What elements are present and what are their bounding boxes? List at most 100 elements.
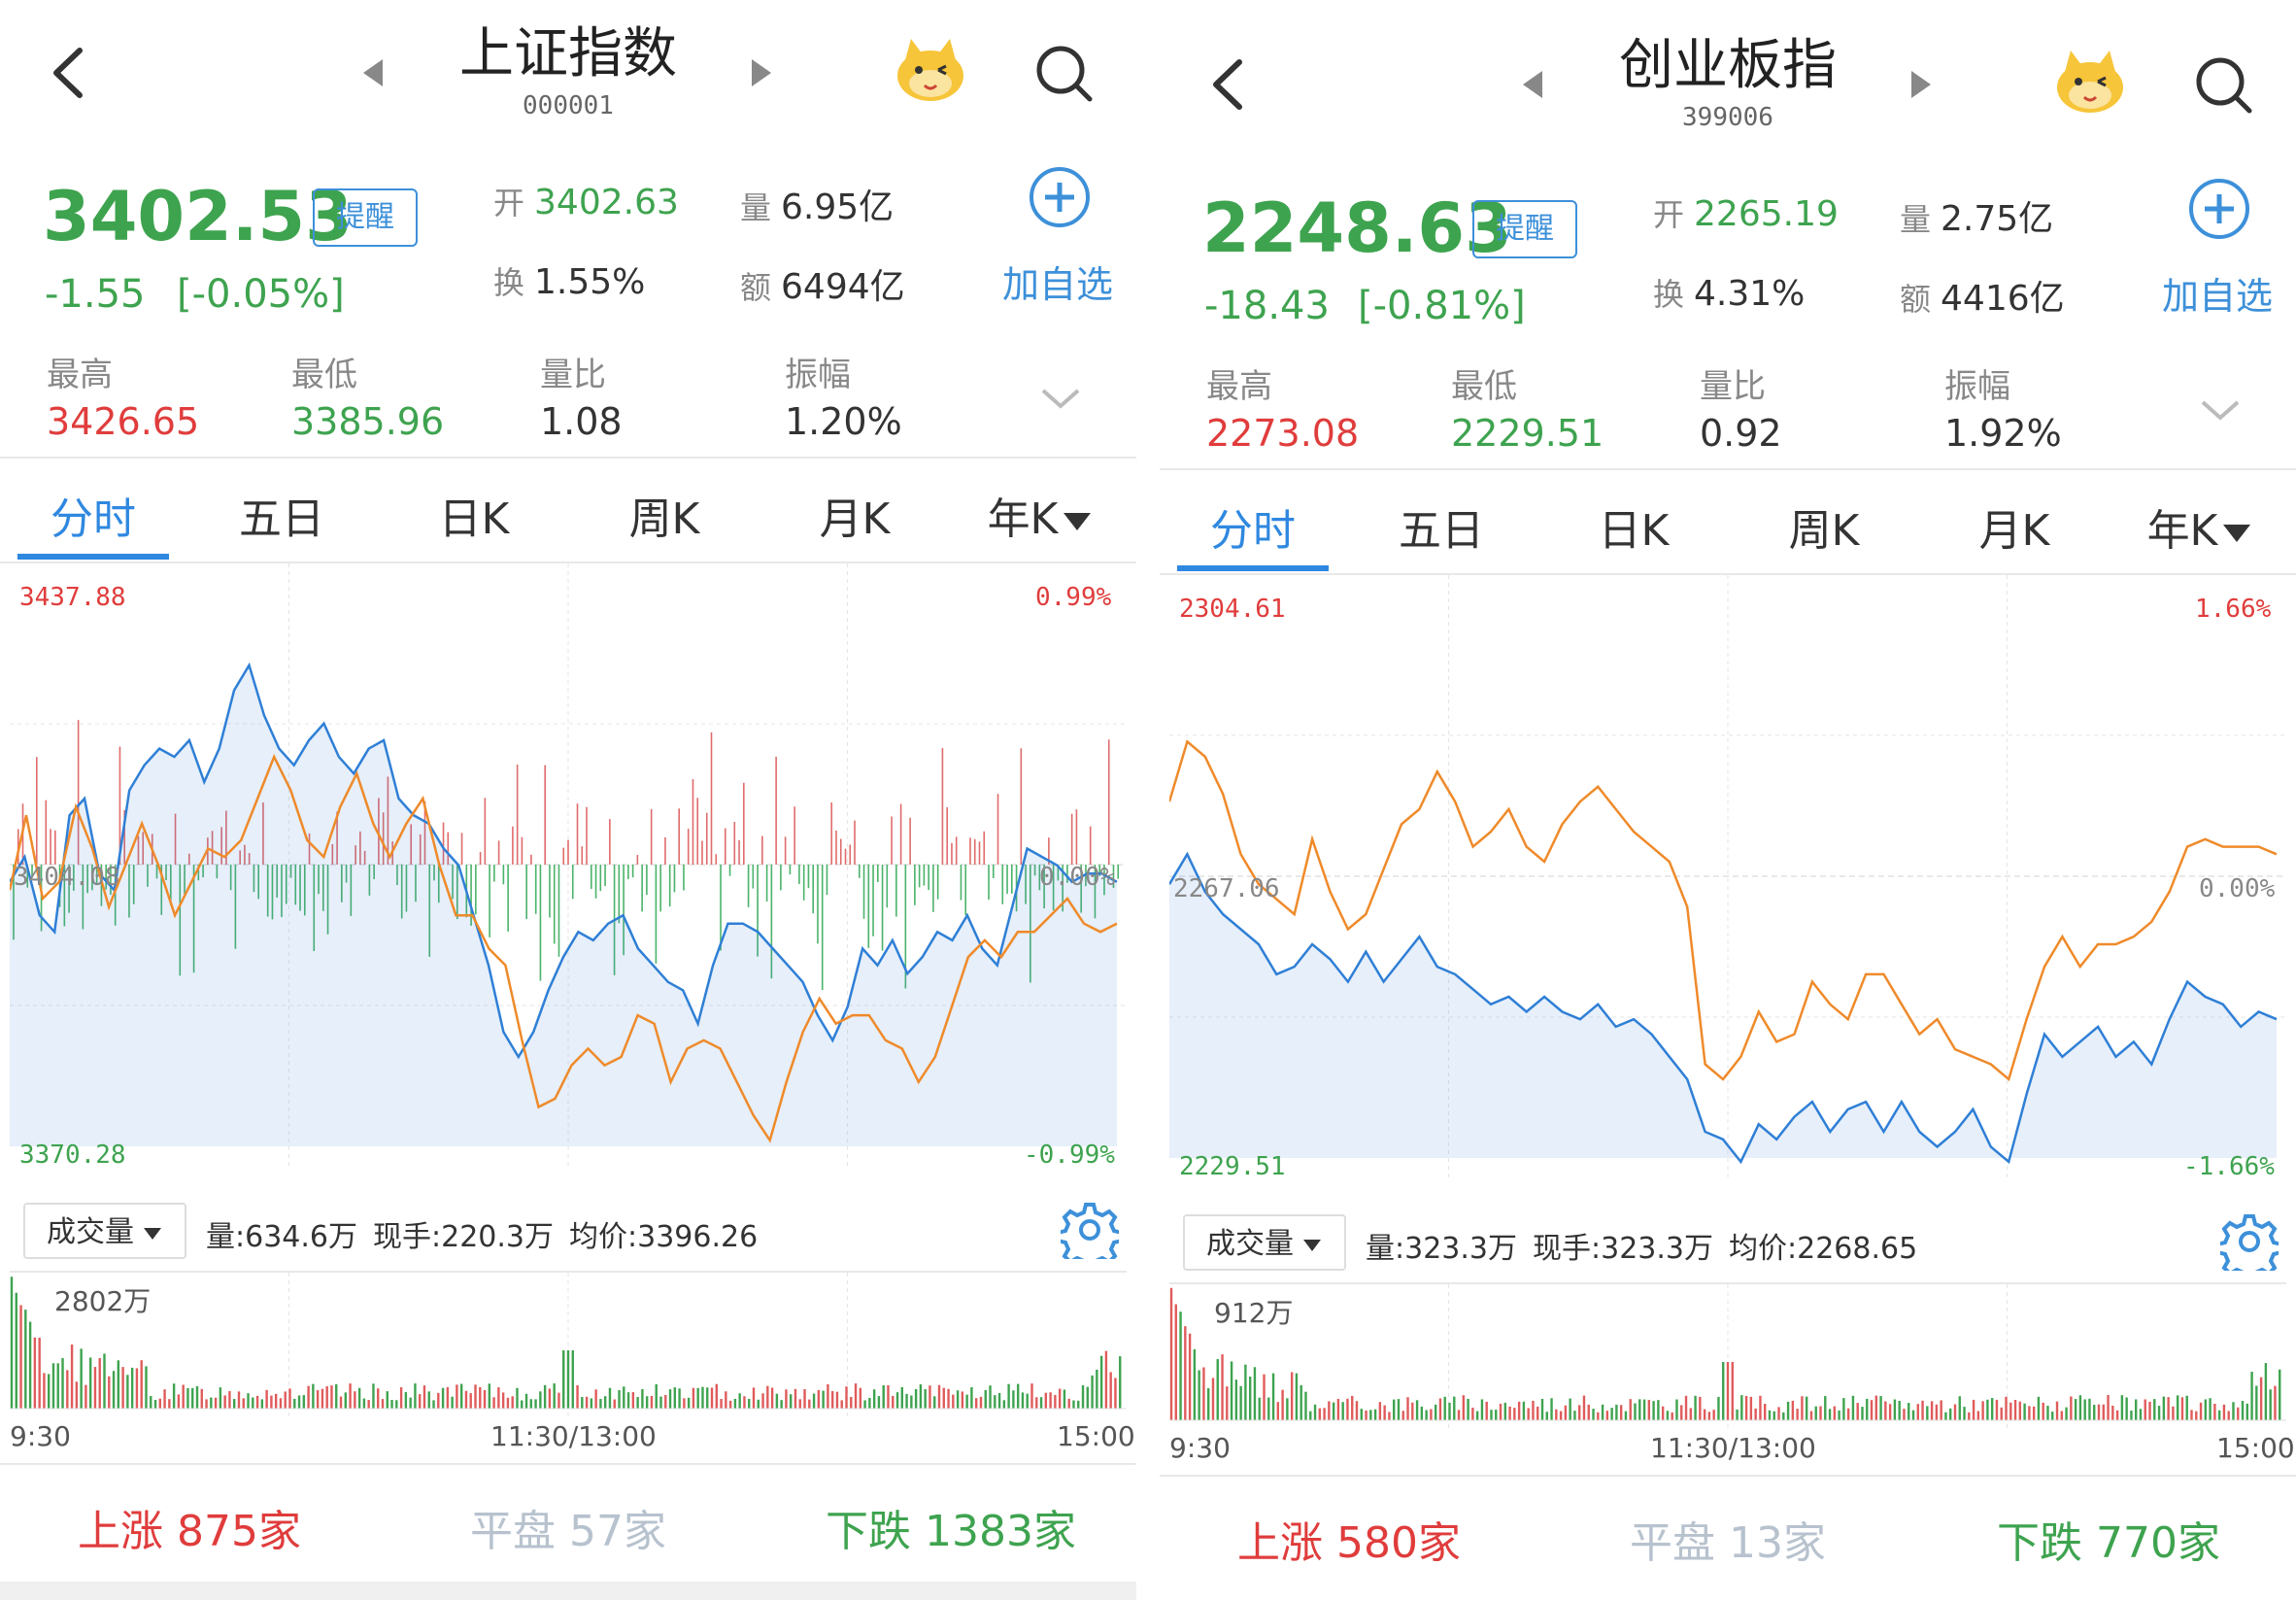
tab-weekly-k[interactable]: 周K [628, 494, 700, 544]
indicator-select[interactable]: 成交量 [1183, 1214, 1346, 1271]
volume-max-label: 2802万 [54, 1285, 152, 1317]
index-title: 创业板指 [1619, 34, 1837, 97]
y-axis-low-label: 2229.51 [1179, 1152, 1286, 1181]
chevron-down-icon[interactable] [1031, 379, 1090, 418]
remind-button[interactable]: 提醒 [313, 188, 418, 247]
advancers-count: 580家 [1336, 1518, 1461, 1568]
index-title: 上证指数 [459, 22, 677, 85]
tab-intraday[interactable]: 分时 [51, 494, 136, 544]
pct-mid-label: 0.00% [1039, 863, 1116, 892]
volume-value: 2.75亿 [1941, 199, 2054, 239]
dropdown-triangle-icon [144, 1227, 161, 1240]
amount-value: 6494亿 [781, 267, 905, 307]
divider [0, 1463, 1136, 1465]
advancers: 上涨 875家 [78, 1496, 301, 1558]
advancers-label: 上涨 [1237, 1518, 1323, 1568]
gear-icon[interactable] [2220, 1212, 2279, 1271]
high-label: 最高 [1206, 367, 1272, 406]
search-icon[interactable] [2191, 52, 2255, 117]
tab-intraday[interactable]: 分时 [1210, 506, 1296, 556]
tab-daily-k[interactable]: 日K [438, 494, 510, 544]
current-price: 3402.53 [43, 177, 353, 256]
amplitude-value: 1.20% [785, 400, 902, 443]
price-change: -18.43 [1204, 284, 1330, 328]
tab-monthly-k[interactable]: 月K [1978, 506, 2050, 556]
dropdown-triangle-icon [1303, 1239, 1321, 1251]
next-index-icon[interactable] [748, 53, 777, 92]
volume-chart [10, 1273, 1127, 1418]
tab-five-day[interactable]: 五日 [239, 494, 324, 544]
indicator-select-label: 成交量 [47, 1215, 134, 1249]
low-value: 3385.96 [291, 400, 445, 443]
pct-high-label: 1.66% [2195, 595, 2272, 624]
advancers: 上涨 580家 [1237, 1508, 1461, 1570]
amount-value: 4416亿 [1941, 279, 2065, 319]
panel-gap [1136, 0, 1160, 1600]
decliners: 下跌 1383家 [826, 1496, 1076, 1558]
decliners-label: 下跌 [826, 1507, 911, 1556]
divider [1160, 573, 2296, 575]
tab-yearly-k[interactable]: 年K [2111, 495, 2286, 558]
divider [1160, 468, 2296, 470]
prev-index-icon[interactable] [357, 53, 387, 92]
chevron-down-icon[interactable] [2191, 391, 2249, 429]
y-axis-high-label: 3437.88 [19, 583, 126, 612]
pct-mid-label: 0.00% [2199, 874, 2276, 903]
tab-monthly-k[interactable]: 月K [819, 494, 891, 544]
pct-low-label: -1.66% [2183, 1152, 2275, 1181]
advancers-count: 875家 [177, 1507, 301, 1556]
amplitude-label: 振幅 [785, 356, 851, 394]
mascot-icon[interactable] [892, 29, 969, 107]
price-change-pct: [-0.81%] [1358, 284, 1526, 328]
remind-button[interactable]: 提醒 [1472, 200, 1577, 258]
tab-five-day[interactable]: 五日 [1399, 506, 1484, 556]
tab-weekly-k[interactable]: 周K [1788, 506, 1860, 556]
volume-ratio-label: 量比 [1700, 367, 1766, 406]
add-watchlist-button[interactable]: 加自选 [2162, 275, 2274, 318]
add-watchlist-icon[interactable] [2187, 177, 2251, 241]
add-watchlist-icon[interactable] [1028, 165, 1092, 229]
unchanged: 平盘 57家 [470, 1496, 666, 1558]
comparison-line [10, 754, 1118, 1143]
price-area-fill [1169, 854, 2277, 1162]
open-value: 2265.19 [1694, 194, 1839, 234]
advancers-label: 上涨 [78, 1507, 163, 1556]
volume-label: 量 [740, 189, 772, 226]
volume-label: 量 [1900, 201, 1932, 238]
intraday-price-chart [1169, 575, 2286, 1181]
time-open-label: 9:30 [1169, 1432, 1231, 1464]
turnover-field: 换 4.31% [1653, 270, 1805, 315]
volume-ratio-value: 1.08 [540, 400, 623, 443]
open-value: 3402.63 [534, 183, 679, 222]
time-mid-label: 11:30/13:00 [1650, 1432, 1816, 1464]
add-watchlist-button[interactable]: 加自选 [1002, 263, 1114, 306]
tab-yearly-k[interactable]: 年K [952, 484, 1127, 546]
indicator-select-label: 成交量 [1206, 1227, 1294, 1261]
vol-info-avg: 均价:2268.65 [1729, 1232, 1918, 1266]
active-tab-indicator [1177, 565, 1329, 571]
tab-daily-k[interactable]: 日K [1598, 506, 1670, 556]
vol-info-current: 现手:323.3万 [1533, 1232, 1713, 1266]
intraday-price-chart [10, 563, 1127, 1170]
open-label: 开 [493, 185, 525, 221]
gear-icon[interactable] [1061, 1201, 1119, 1259]
vol-info-volume: 量:323.3万 [1366, 1232, 1517, 1266]
unchanged-count: 57家 [569, 1507, 666, 1556]
amplitude-value: 1.92% [1944, 412, 2062, 455]
amount-field: 额 6494亿 [740, 258, 905, 309]
back-arrow-icon[interactable] [1200, 51, 1259, 119]
low-label: 最低 [1451, 367, 1517, 406]
search-icon[interactable] [1031, 41, 1096, 105]
amount-label: 额 [1900, 281, 1932, 318]
back-arrow-icon[interactable] [41, 39, 99, 107]
unchanged-label: 平盘 [470, 1507, 556, 1556]
mascot-icon[interactable] [2051, 41, 2129, 119]
divider [1160, 1475, 2296, 1477]
indicator-select[interactable]: 成交量 [23, 1203, 186, 1259]
time-close-label: 15:00 [1057, 1420, 1135, 1452]
prev-index-icon[interactable] [1517, 65, 1546, 104]
next-index-icon[interactable] [1908, 65, 1937, 104]
y-axis-low-label: 3370.28 [19, 1140, 126, 1170]
high-value: 3426.65 [47, 400, 200, 443]
pct-low-label: -0.99% [1024, 1140, 1115, 1170]
